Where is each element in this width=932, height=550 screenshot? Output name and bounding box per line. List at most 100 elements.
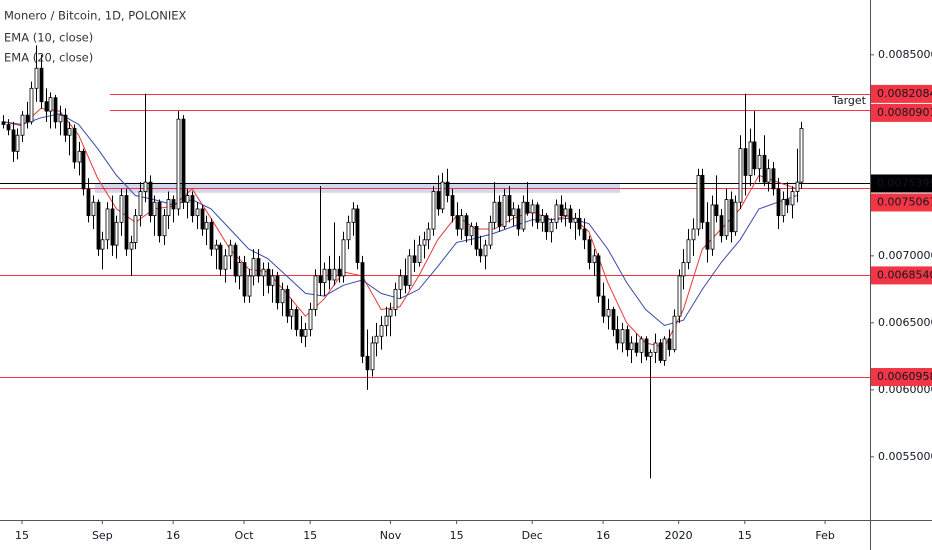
candle-body	[379, 325, 384, 337]
candle-body	[738, 148, 743, 203]
candle-body	[544, 215, 549, 233]
candle-body	[714, 204, 719, 217]
candle-body	[152, 201, 157, 217]
candle-body	[644, 338, 649, 357]
x-tick-label: Nov	[380, 529, 402, 542]
candle-body	[200, 208, 205, 230]
candle-body	[440, 181, 445, 210]
candle-body	[124, 195, 129, 250]
candle-body	[247, 275, 252, 297]
candle-body	[705, 221, 710, 250]
candle-body	[388, 309, 393, 317]
price-label: 0.00753998	[877, 176, 932, 189]
candle-body	[729, 199, 734, 233]
candle-body	[129, 242, 134, 250]
candle-body	[322, 268, 327, 284]
candle-body	[648, 351, 653, 357]
candle-body	[459, 215, 464, 230]
x-tick-label: 2020	[665, 529, 693, 542]
x-tick-label: Dec	[522, 529, 543, 542]
candle-body	[455, 215, 460, 230]
candle-body	[332, 268, 337, 281]
candle-body	[114, 221, 119, 246]
candle-body	[233, 244, 238, 277]
candle-body	[195, 208, 200, 217]
candle-body	[568, 208, 573, 223]
candle-body	[620, 329, 625, 344]
axes: 0.00850000 0.00700000 0.00650000 0.00600000…	[15, 48, 932, 542]
candle-body	[15, 134, 20, 152]
candle-body	[700, 175, 705, 223]
candle-body	[185, 195, 190, 203]
price-label: 0.00820841	[877, 87, 932, 100]
x-tick-label: 16	[596, 529, 610, 542]
candle-body	[181, 118, 186, 203]
candle-body	[138, 191, 143, 217]
candle-body	[662, 338, 667, 361]
candle-body	[629, 342, 634, 351]
candle-body	[407, 255, 412, 286]
candle-body	[370, 342, 375, 371]
candle-body	[157, 201, 162, 237]
candle-body	[105, 208, 110, 241]
candle-body	[724, 199, 729, 237]
candle-body	[25, 114, 30, 123]
candle-body	[412, 255, 417, 263]
candle-body	[474, 225, 479, 250]
ema-line	[3, 113, 797, 327]
candle-body	[577, 217, 582, 230]
candle-body	[110, 208, 115, 246]
candle-body	[521, 201, 526, 230]
candle-body	[667, 338, 672, 351]
candle-body	[39, 67, 44, 103]
candle-body	[596, 255, 601, 297]
candle-body	[540, 215, 545, 223]
candle-body	[790, 191, 795, 206]
candle-body	[417, 244, 422, 263]
candle-body	[171, 199, 176, 210]
candle-body	[573, 217, 578, 223]
candle-body	[795, 181, 800, 192]
candle-body	[58, 114, 63, 123]
candle-body	[251, 258, 256, 277]
candle-body	[625, 329, 630, 351]
price-label-box	[871, 266, 932, 285]
candle-body	[525, 201, 530, 214]
candle-body	[752, 141, 757, 170]
price-label-box	[871, 368, 932, 387]
price-label-box	[871, 84, 932, 103]
chart-title: Monero / Bitcoin, 1D, POLONIEX	[4, 9, 187, 23]
x-tick-label: Sep	[92, 529, 113, 542]
candle-body	[549, 221, 554, 233]
candle-body	[29, 87, 34, 123]
candle-body	[639, 338, 644, 353]
candle-body	[374, 335, 379, 344]
candle-body	[166, 199, 171, 217]
x-tick-label: 15	[450, 529, 464, 542]
candle-body	[393, 288, 398, 310]
y-tick-label: 0.00850000	[878, 48, 932, 61]
candle-body	[634, 342, 639, 353]
price-label: 0.00685407	[877, 268, 932, 281]
candle-body	[776, 188, 781, 217]
x-tick-label: 15	[738, 529, 752, 542]
candle-body	[308, 309, 313, 330]
y-tick-label: 0.00600000	[878, 383, 932, 396]
candle-body	[535, 204, 540, 223]
price-label-box	[871, 193, 932, 212]
candle-body	[63, 114, 68, 136]
candle-body	[686, 239, 691, 263]
candle-body	[1, 121, 6, 125]
candle-body	[100, 239, 105, 250]
candle-body	[554, 204, 559, 223]
candle-body	[606, 309, 611, 317]
candle-body	[228, 244, 233, 257]
x-tick-label: 15	[303, 529, 317, 542]
y-tick-label: 0.00650000	[878, 316, 932, 329]
candle-body	[133, 215, 138, 243]
candle-body	[77, 150, 82, 163]
candle-body	[719, 215, 724, 237]
y-tick-label: 0.00700000	[878, 249, 932, 262]
candle-body	[53, 97, 58, 123]
